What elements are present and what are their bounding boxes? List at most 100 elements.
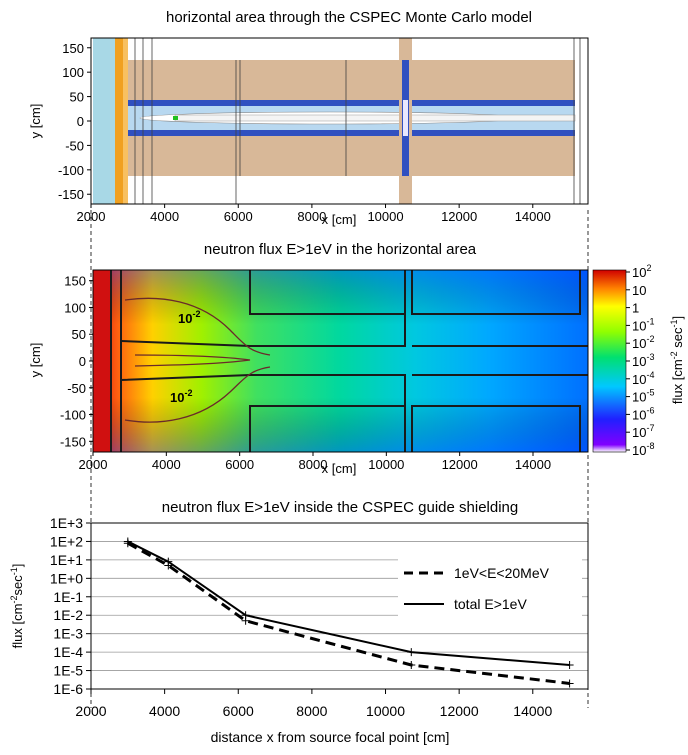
- model-x-tick-label: 6000: [224, 209, 253, 224]
- model-y-tick-label: -100: [58, 163, 84, 178]
- flux-y-label: y [cm]: [28, 343, 43, 378]
- line-frame: [90, 522, 589, 690]
- line-x-label: distance x from source focal point [cm]: [211, 729, 450, 745]
- line-x-tick-label: 4000: [149, 703, 180, 719]
- line-y-tick-label: 1E-3: [53, 626, 83, 642]
- colorbar-ticks: 102 10 110-110-210-310-410-510-610-710-8: [626, 263, 654, 458]
- colorbar-tick-label: 10: [632, 283, 646, 298]
- flux-y-tick-label: -50: [67, 381, 86, 396]
- model-y-tick-label: 150: [62, 41, 84, 56]
- colorbar-tick-label: 10-6: [632, 405, 654, 422]
- guide-tube: [174, 114, 576, 122]
- line-y-tick-label: 1E-4: [53, 644, 83, 660]
- model-panel: horizontal area through the CSPEC Monte …: [28, 9, 589, 227]
- series-point: [565, 661, 574, 670]
- line-x-tick-label: 8000: [296, 703, 327, 719]
- flux-y-tick-label: 0: [79, 354, 86, 369]
- flux-y-tick-label: 50: [72, 327, 86, 342]
- flux-y-tick-label: -100: [60, 408, 86, 423]
- legend-label-solid: total E>1eV: [454, 596, 527, 612]
- flux-y-tick-label: 150: [64, 274, 86, 289]
- flux-y-tick-label: -150: [60, 434, 86, 449]
- colorbar-tick-label: 10-1: [632, 316, 654, 333]
- model-y-tick-label: 100: [62, 65, 84, 80]
- model-x-ticks: 2000 4000 6000 8000 10000 12000 14000: [77, 204, 551, 224]
- line-y-tick-label: 1E+2: [50, 533, 83, 549]
- series-point: [123, 537, 132, 546]
- colorbar-tick-label: 10-8: [632, 441, 654, 458]
- series-point: [241, 611, 250, 620]
- colorbar: [592, 269, 627, 453]
- model-x-tick-label: 8000: [297, 209, 326, 224]
- model-y-tick-label: -50: [65, 138, 84, 153]
- line-y-label: flux [cm-2sec-1]: [9, 564, 25, 649]
- line-x-tick-label: 2000: [75, 703, 106, 719]
- model-x-tick-label: 10000: [367, 209, 403, 224]
- model-x-tick-label: 4000: [150, 209, 179, 224]
- model-title: horizontal area through the CSPEC Monte …: [166, 9, 532, 26]
- series-point: [164, 557, 173, 566]
- flux-x-tick-label: 14000: [515, 457, 551, 472]
- flux-x-tick-label: 8000: [299, 457, 328, 472]
- series-point: [565, 679, 574, 688]
- section-lines: [134, 38, 581, 204]
- line-y-tick-label: 1E+3: [50, 515, 83, 531]
- flux-y-tick-label: 100: [64, 300, 86, 315]
- chopper-slot: [403, 100, 408, 136]
- flux-x-tick-label: 6000: [225, 457, 254, 472]
- series-point: [407, 648, 416, 657]
- legend-bg: [398, 558, 582, 620]
- bunker-wall-2: [123, 38, 128, 204]
- flux-map-shade: [93, 270, 588, 452]
- line-x-tick-label: 6000: [223, 703, 254, 719]
- shielding-upper: [128, 60, 575, 103]
- source-marker: [173, 116, 178, 120]
- flux-panel: neutron flux E>1eV in the horizontal are…: [28, 241, 685, 476]
- flux-x-label: x [cm]: [322, 461, 357, 476]
- flux-x-ticks: 2000 4000 6000 8000 10000 12000 14000: [79, 452, 551, 472]
- colorbar-tick-label: 10-5: [632, 388, 654, 405]
- colorbar-label: flux [cm-2 sec-1]: [669, 316, 685, 404]
- model-y-label: y [cm]: [28, 104, 43, 139]
- model-y-ticks: 150 100 50 0 -50 -100 -150: [58, 41, 91, 202]
- line-x-tick-label: 12000: [440, 703, 479, 719]
- line-series: [123, 537, 574, 688]
- model-y-tick-label: 0: [77, 114, 84, 129]
- line-y-tick-label: 1E-2: [53, 607, 83, 623]
- guide-band-lower: [128, 130, 575, 136]
- flux-y-ticks: 150 100 50 0 -50 -100 -150: [60, 274, 93, 449]
- flux-title: neutron flux E>1eV in the horizontal are…: [204, 241, 477, 258]
- line-y-tick-label: 1E-1: [53, 589, 83, 605]
- guide-band-upper: [128, 100, 575, 106]
- model-x-tick-label: 2000: [77, 209, 106, 224]
- colorbar-tick-label: 10-4: [632, 370, 654, 387]
- flux-x-tick-label: 4000: [152, 457, 181, 472]
- series-point: [407, 661, 416, 670]
- model-x-tick-label: 12000: [441, 209, 477, 224]
- flux-outlines: [110, 270, 588, 452]
- line-x-tick-label: 14000: [513, 703, 552, 719]
- line-y-ticks: 1E+3 1E+2 1E+1 1E+0 1E-1 1E-2 1E-3 1E-4 1E-5 1E-6: [50, 515, 91, 697]
- line-x-ticks: 2000 4000 6000 8000 10000 12000 14000: [75, 689, 552, 719]
- line-panel: neutron flux E>1eV inside the CSPEC guid…: [9, 499, 589, 745]
- line-y-tick-label: 1E+1: [50, 552, 83, 568]
- bunker-wall: [115, 38, 123, 204]
- colorbar-tick-label: 10-2: [632, 334, 654, 351]
- flux-contours: [124, 297, 271, 423]
- line-legend: 1eV<E<20MeV total E>1eV: [398, 558, 582, 620]
- colorbar-tick-label: 10-7: [632, 423, 654, 440]
- legend-label-dashed: 1eV<E<20MeV: [454, 565, 550, 581]
- bunker-region: [93, 38, 115, 204]
- model-y-tick-label: 50: [70, 90, 84, 105]
- contour-label-upper: 10-2: [178, 309, 200, 326]
- colorbar-tick-label: 102: [632, 263, 651, 280]
- shielding-lower: [128, 133, 575, 176]
- line-x-tick-label: 10000: [366, 703, 405, 719]
- model-x-label: x [cm]: [322, 212, 357, 227]
- flux-x-tick-label: 2000: [79, 457, 108, 472]
- model-x-tick-label: 14000: [515, 209, 551, 224]
- flux-x-tick-label: 12000: [442, 457, 478, 472]
- colorbar-tick-label: 1: [632, 301, 639, 316]
- line-y-tick-label: 1E-5: [53, 663, 83, 679]
